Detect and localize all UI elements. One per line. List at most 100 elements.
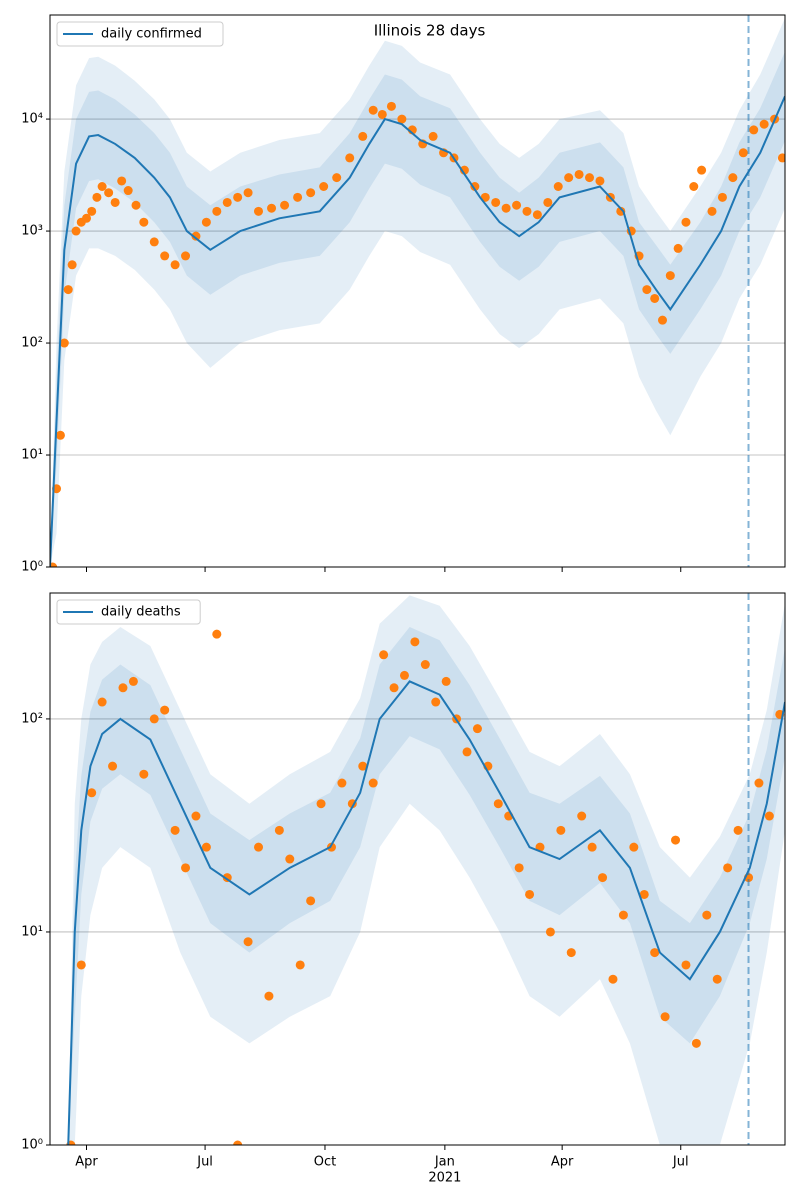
data-point — [50, 562, 58, 567]
data-point — [441, 676, 451, 686]
data-point — [681, 217, 691, 227]
data-point — [118, 683, 128, 693]
data-point — [532, 210, 542, 220]
data-point — [139, 217, 149, 227]
data-point — [306, 188, 316, 198]
data-point — [160, 251, 170, 261]
legend-box — [56, 599, 201, 625]
data-point — [285, 854, 295, 864]
data-point — [337, 778, 347, 788]
data-point — [201, 217, 211, 227]
data-point — [564, 173, 574, 183]
x-tick-label: Apr — [551, 1155, 574, 1170]
data-point — [316, 799, 326, 809]
data-point — [264, 991, 274, 1001]
data-point — [386, 101, 396, 111]
legend-box — [56, 21, 224, 47]
data-point — [368, 105, 378, 115]
data-point — [212, 206, 222, 216]
data-point — [254, 206, 264, 216]
data-point — [233, 1140, 243, 1145]
data-point — [712, 974, 722, 984]
data-point — [104, 188, 114, 198]
data-point — [160, 705, 170, 715]
data-point — [697, 165, 707, 175]
data-point — [117, 176, 127, 186]
data-point — [650, 293, 660, 303]
data-point — [139, 769, 149, 779]
y-tick-label: 10⁰ — [21, 1138, 43, 1153]
uncertainty-band — [68, 627, 785, 1145]
data-point — [59, 338, 69, 348]
data-point — [191, 811, 201, 821]
data-point — [512, 200, 522, 210]
data-point — [660, 1012, 670, 1022]
data-point — [254, 842, 264, 852]
model-line — [50, 95, 785, 567]
data-point — [738, 148, 748, 158]
data-point — [608, 974, 618, 984]
y-tick-label: 10⁴ — [21, 112, 43, 127]
data-point — [181, 863, 191, 873]
data-point — [525, 889, 535, 899]
x-tick-label: Jan — [434, 1155, 455, 1170]
data-point — [67, 260, 77, 270]
data-point — [71, 226, 81, 236]
data-point — [332, 173, 342, 183]
data-point — [181, 251, 191, 261]
data-point — [543, 197, 553, 207]
data-point — [462, 747, 472, 757]
data-point — [397, 114, 407, 124]
data-point — [128, 676, 138, 686]
data-point — [545, 927, 555, 937]
chart-title: Illinois 28 days — [374, 22, 486, 40]
data-point — [410, 637, 420, 647]
data-point — [368, 778, 378, 788]
axes-frame — [49, 592, 786, 1146]
data-point — [553, 181, 563, 191]
plot-area — [66, 595, 785, 1145]
data-point — [191, 231, 201, 241]
data-point — [574, 169, 584, 179]
data-point — [689, 181, 699, 191]
y-tick-label: 10⁰ — [21, 560, 43, 575]
model-line — [67, 680, 785, 1145]
legend-label: daily deaths — [101, 605, 181, 620]
data-point — [379, 650, 389, 660]
data-point — [420, 660, 430, 670]
data-point — [428, 131, 438, 141]
data-point — [585, 173, 595, 183]
data-point — [595, 176, 605, 186]
data-point — [274, 825, 284, 835]
axes-frame — [49, 14, 786, 568]
data-point — [577, 811, 587, 821]
data-point — [639, 889, 649, 899]
data-point — [754, 778, 764, 788]
data-point — [306, 896, 316, 906]
data-point — [81, 213, 91, 223]
uncertainty-band — [68, 595, 785, 1145]
data-point — [201, 842, 211, 852]
data-point — [55, 430, 65, 440]
data-point — [243, 188, 253, 198]
data-point — [777, 153, 785, 163]
data-point — [131, 200, 141, 210]
data-point — [97, 697, 107, 707]
data-point — [399, 670, 409, 680]
data-point — [691, 1038, 701, 1048]
data-point — [566, 948, 576, 958]
data-point — [629, 842, 639, 852]
data-point — [123, 186, 133, 196]
data-point — [233, 192, 243, 202]
data-point — [522, 206, 532, 216]
y-tick-label: 10³ — [21, 224, 43, 239]
data-point — [587, 842, 597, 852]
data-point — [733, 825, 743, 835]
y-tick-label: 10¹ — [21, 924, 43, 939]
x-tick-sublabel: 2021 — [428, 1171, 461, 1186]
data-point — [493, 799, 503, 809]
data-point — [110, 197, 120, 207]
data-point — [514, 863, 524, 873]
data-point — [63, 285, 73, 295]
data-point — [681, 960, 691, 970]
